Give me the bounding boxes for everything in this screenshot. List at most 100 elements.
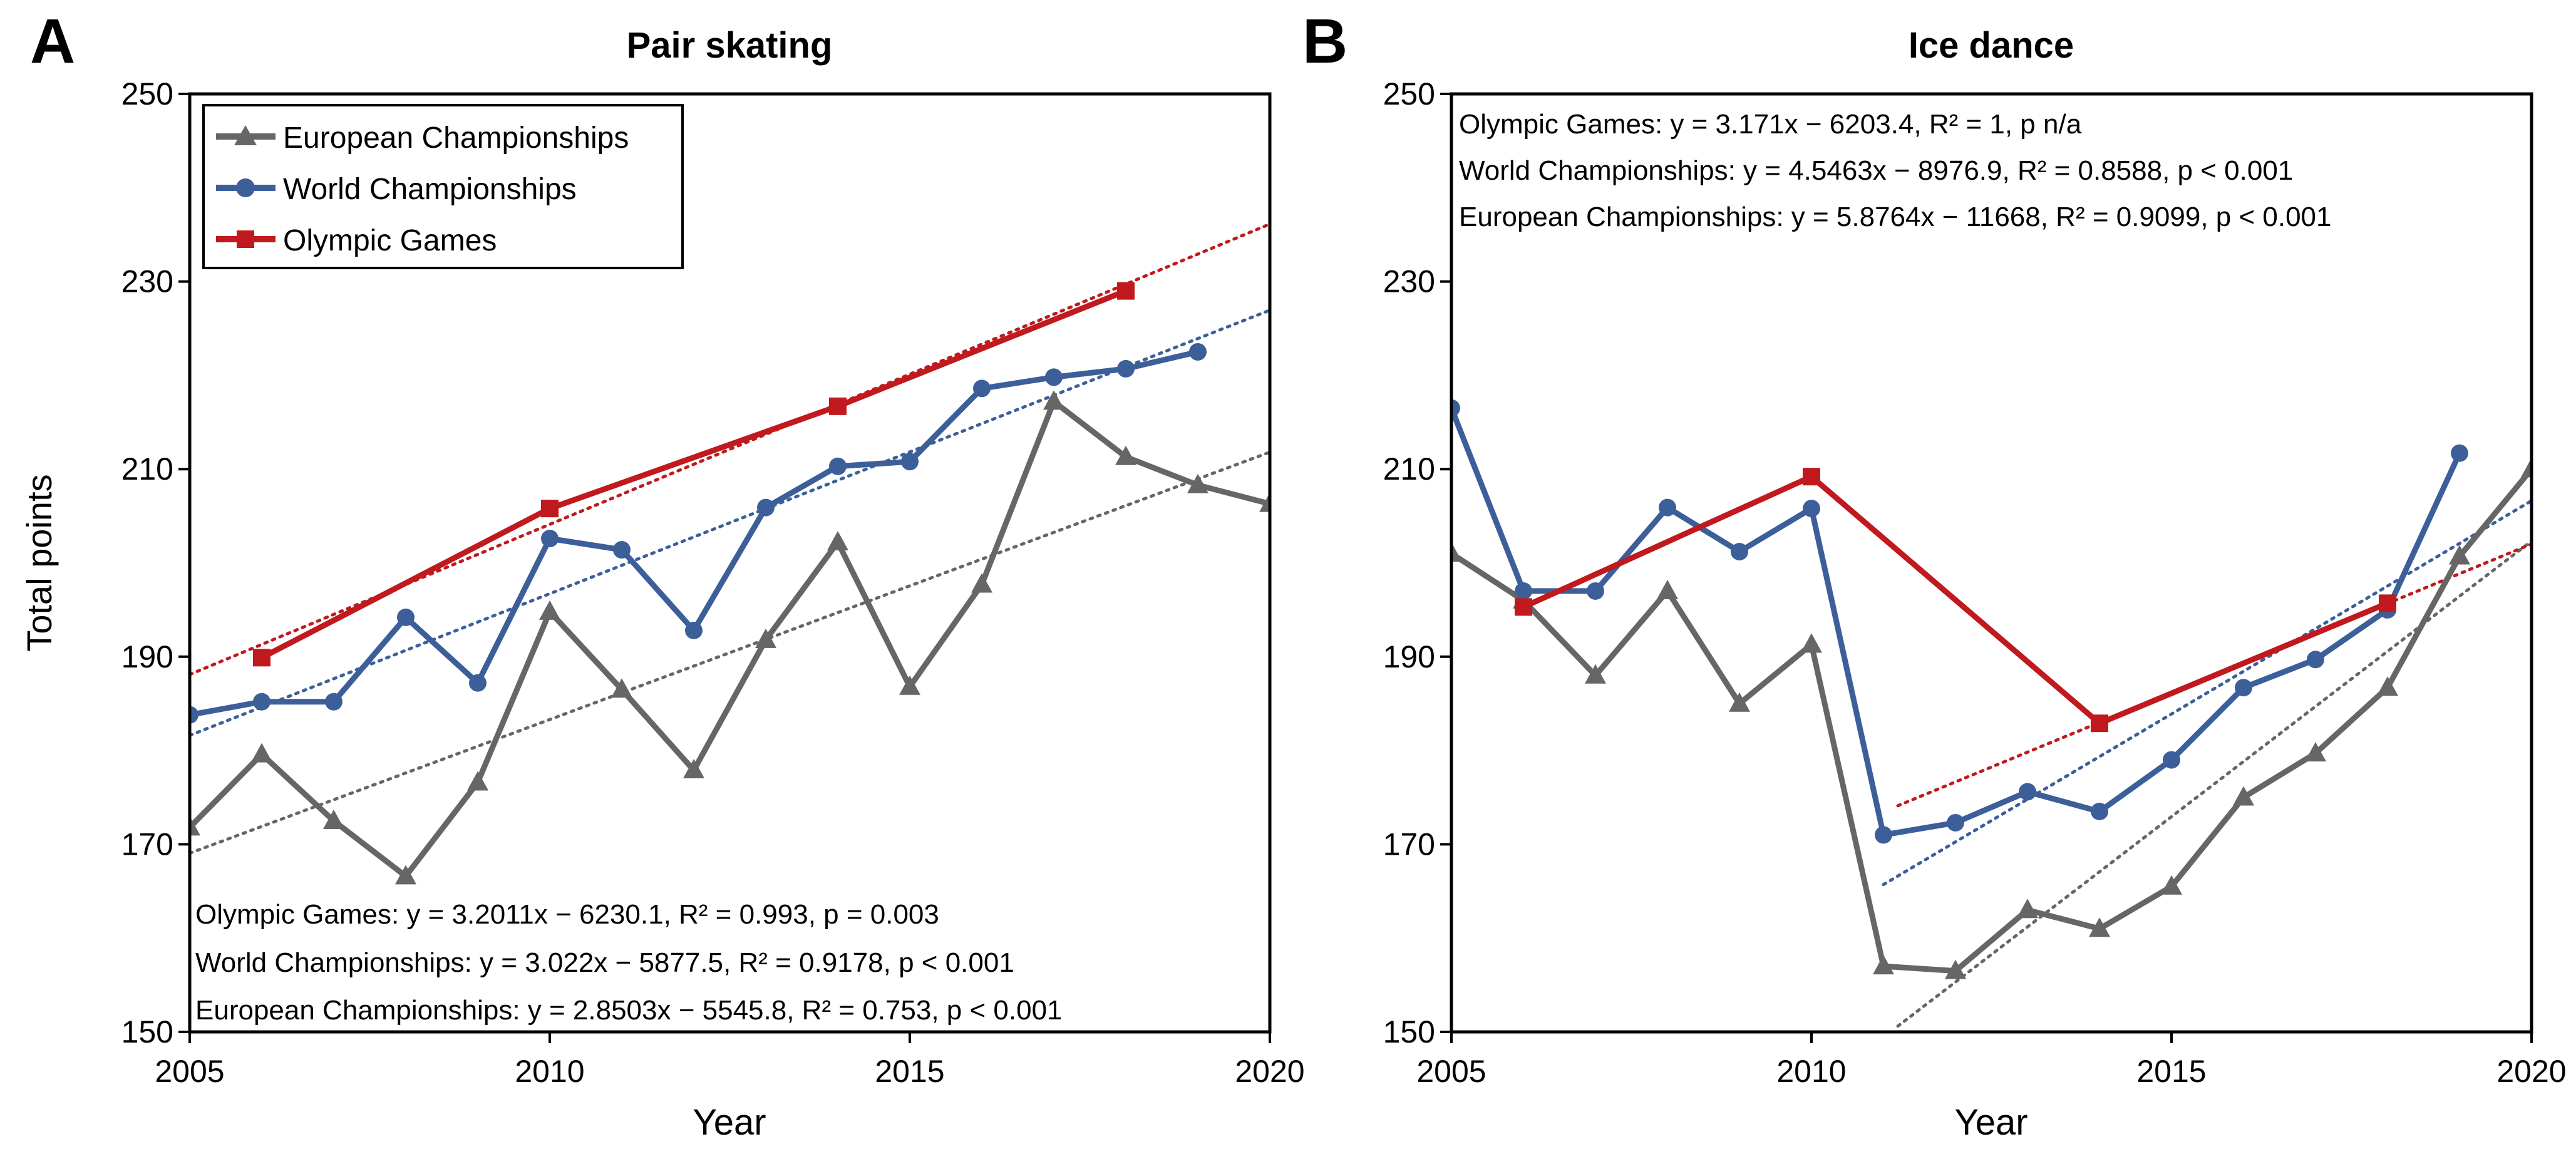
series-line-world: [1451, 407, 2463, 838]
data-point-olympic: [541, 500, 559, 518]
panel-a: A Pair skating Total points Year 1501701…: [19, 6, 1305, 1143]
data-point-olympic: [2091, 714, 2108, 733]
y-ticks: 150 170 190 210 230 250: [1383, 76, 1451, 1049]
y-tick-label: 250: [1383, 76, 1435, 111]
data-point-european: [190, 816, 200, 836]
x-ticks: 2005 2010 2015 2020: [155, 1032, 1305, 1089]
series-line-european: [1451, 467, 2532, 974]
y-tick-label: 230: [1383, 264, 1435, 299]
data-point-olympic: [829, 397, 847, 415]
data-point-world: [2019, 783, 2036, 801]
data-point-world: [613, 541, 631, 559]
data-point-european: [1043, 390, 1064, 410]
data-point-european: [683, 759, 704, 779]
data-point-olympic: [1117, 282, 1135, 300]
chart-title: Ice dance: [1909, 25, 2074, 66]
equation-european: European Championships: y = 2.8503x − 55…: [195, 995, 1063, 1026]
data-point-world: [1189, 343, 1207, 361]
data-point-olympic: [2379, 594, 2396, 612]
data-point-european: [1115, 445, 1136, 465]
data-point-world: [2235, 679, 2252, 697]
circle-marker-icon: [236, 178, 255, 197]
data-point-european: [971, 573, 992, 593]
data-point-world: [685, 621, 703, 639]
data-point-european: [539, 600, 560, 620]
data-point-olympic: [253, 649, 270, 667]
data-point-world: [973, 379, 991, 398]
series-line-olympic: [1522, 473, 2389, 726]
y-tick-label: 170: [121, 827, 173, 862]
x-axis-label: Year: [693, 1102, 766, 1143]
series-line-european: [190, 398, 1270, 879]
x-tick-label: 2005: [1416, 1054, 1486, 1089]
y-tick-label: 230: [121, 264, 173, 299]
data-point-world: [1451, 399, 1460, 417]
series-lines: [1451, 407, 2532, 974]
data-point-world: [2091, 802, 2108, 820]
data-point-world: [325, 693, 343, 711]
data-point-world: [1659, 498, 1676, 517]
data-point-world: [253, 693, 270, 711]
data-point-european: [2017, 899, 2038, 919]
data-point-european: [2161, 875, 2182, 895]
y-tick-label: 210: [1383, 451, 1435, 487]
y-tick-label: 150: [1383, 1014, 1435, 1049]
data-point-world: [1731, 543, 1748, 561]
data-point-world: [1875, 826, 1892, 844]
trendlines: [190, 222, 1270, 855]
data-point-european: [2305, 742, 2326, 762]
data-point-world: [469, 674, 487, 692]
data-point-european: [323, 809, 344, 829]
plot-frame: [188, 92, 1272, 1034]
y-axis-label: Total points: [19, 474, 59, 651]
data-point-world: [1947, 813, 1964, 832]
equation-world: World Championships: y = 3.022x − 5877.5…: [195, 947, 1014, 978]
data-point-european: [395, 865, 416, 885]
legend-item-olympic: Olympic Games: [216, 224, 497, 257]
data-point-olympic: [1515, 598, 1532, 616]
y-tick-label: 150: [121, 1014, 173, 1049]
data-point-european: [2377, 676, 2398, 696]
series-line-olympic: [260, 288, 1127, 661]
data-point-world: [1045, 368, 1063, 386]
data-point-european: [899, 675, 920, 695]
x-tick-label: 2010: [1776, 1054, 1846, 1089]
legend-label: Olympic Games: [283, 224, 497, 257]
legend-item-european: European Championships: [216, 121, 629, 155]
data-point-european: [827, 531, 848, 551]
data-point-european: [1873, 955, 1894, 975]
data-point-european: [467, 771, 488, 791]
y-tick-label: 190: [121, 639, 173, 674]
panel-label: A: [30, 6, 75, 76]
data-point-european: [2089, 917, 2110, 937]
legend-item-world: World Championships: [216, 173, 577, 206]
data-point-european: [1945, 959, 1966, 979]
regression-equations: Olympic Games: y = 3.171x − 6203.4, R² =…: [1459, 109, 2332, 232]
data-point-european: [1259, 492, 1270, 512]
trendline-european: [1896, 539, 2532, 1028]
y-tick-label: 210: [121, 451, 173, 487]
legend: European Championships World Championshi…: [202, 104, 684, 269]
y-tick-label: 250: [121, 76, 173, 111]
equation-european: European Championships: y = 5.8764x − 11…: [1459, 202, 2332, 232]
x-tick-label: 2020: [2496, 1054, 2566, 1089]
legend-box: [202, 104, 684, 269]
data-point-world: [2451, 444, 2468, 462]
x-axis-label: Year: [1954, 1102, 2027, 1143]
data-point-world: [901, 453, 919, 471]
data-point-european: [611, 678, 632, 698]
data-point-world: [1515, 582, 1532, 600]
data-point-european: [1729, 692, 1750, 712]
series-markers: [190, 282, 1270, 885]
data-point-world: [397, 608, 415, 626]
legend-label: World Championships: [283, 173, 577, 206]
data-point-world: [757, 498, 775, 517]
data-point-european: [1657, 579, 1678, 599]
equation-olympic: Olympic Games: y = 3.171x − 6203.4, R² =…: [1459, 109, 2082, 140]
data-point-olympic: [1803, 468, 1820, 486]
chart-title: Pair skating: [627, 25, 833, 66]
equation-olympic: Olympic Games: y = 3.2011x − 6230.1, R² …: [195, 899, 939, 930]
regression-equations: Olympic Games: y = 3.2011x − 6230.1, R² …: [195, 899, 1063, 1026]
data-point-european: [2233, 786, 2254, 806]
y-ticks: 150 170 190 210 230 250: [121, 76, 190, 1049]
